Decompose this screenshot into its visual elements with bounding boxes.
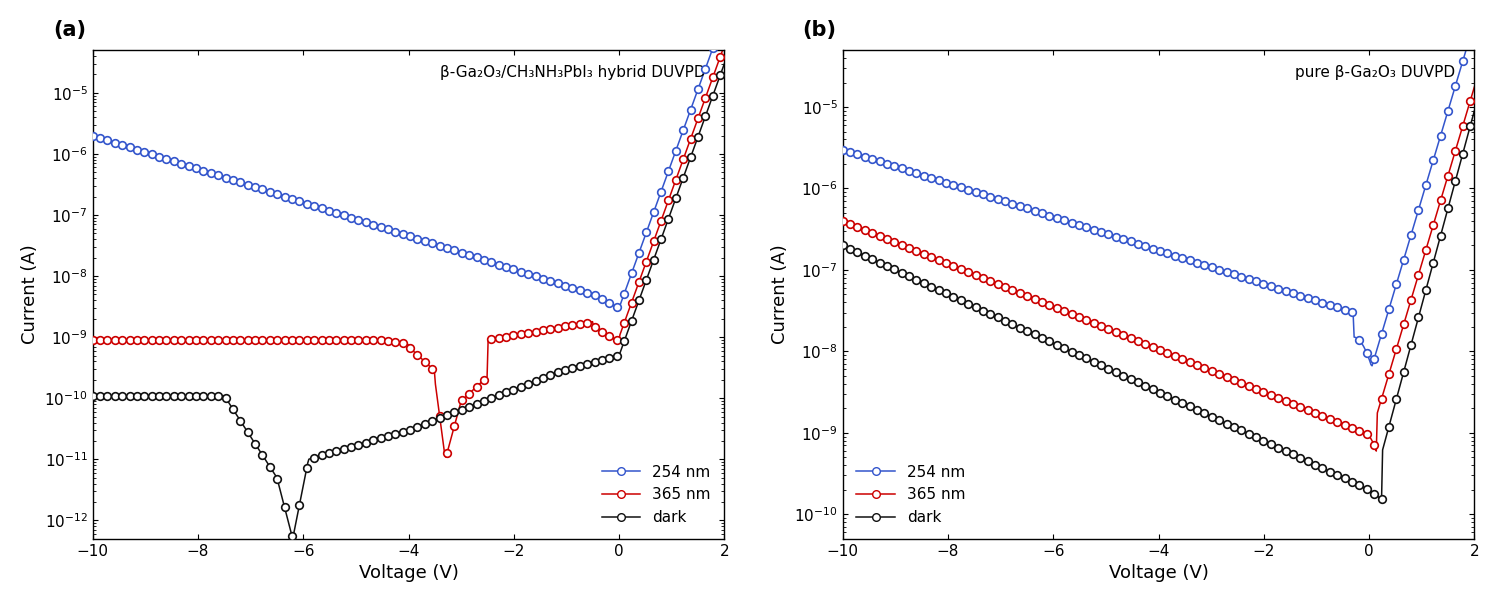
X-axis label: Voltage (V): Voltage (V): [1108, 564, 1209, 582]
Y-axis label: Current (A): Current (A): [771, 245, 789, 344]
Legend: 254 nm, 365 nm, dark: 254 nm, 365 nm, dark: [596, 459, 717, 531]
X-axis label: Voltage (V): Voltage (V): [358, 564, 459, 582]
Text: β-Ga₂O₃/CH₃NH₃PbI₃ hybrid DUVPD: β-Ga₂O₃/CH₃NH₃PbI₃ hybrid DUVPD: [440, 65, 705, 80]
Y-axis label: Current (A): Current (A): [21, 245, 39, 344]
Text: (a): (a): [54, 21, 87, 40]
Text: (b): (b): [802, 21, 837, 40]
Legend: 254 nm, 365 nm, dark: 254 nm, 365 nm, dark: [850, 459, 972, 531]
Text: pure β-Ga₂O₃ DUVPD: pure β-Ga₂O₃ DUVPD: [1296, 65, 1455, 80]
